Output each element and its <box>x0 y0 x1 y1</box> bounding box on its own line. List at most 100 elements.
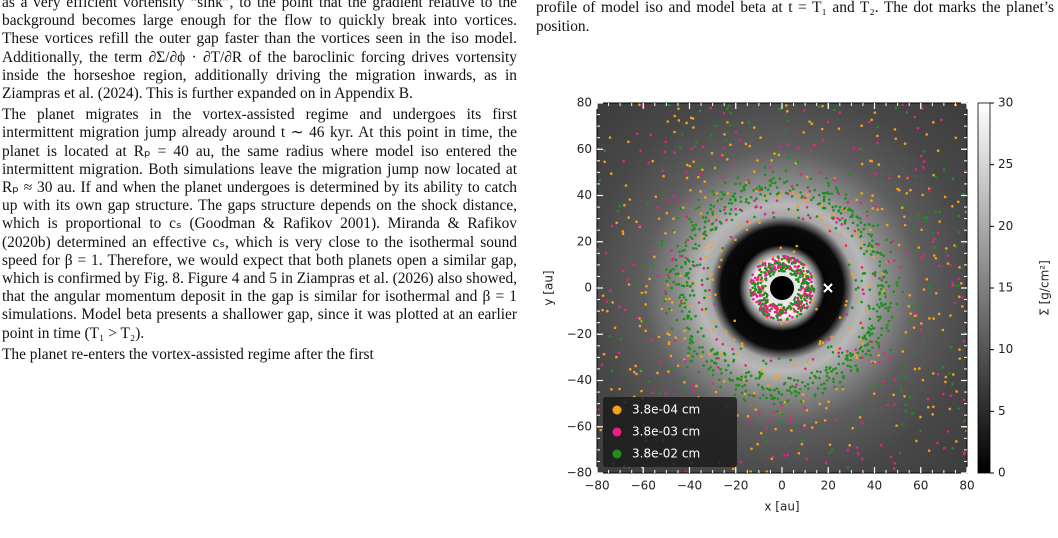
particle <box>752 297 755 301</box>
particle <box>549 162 552 165</box>
particle <box>771 302 775 306</box>
y-tick-label: −60 <box>567 419 592 433</box>
particle <box>760 299 763 302</box>
particle <box>702 334 705 338</box>
particle <box>915 524 918 527</box>
particle <box>858 416 862 419</box>
particle <box>777 191 780 195</box>
particle <box>867 326 871 330</box>
particle <box>876 208 879 211</box>
particle <box>804 199 808 203</box>
particle <box>806 382 810 386</box>
particle <box>700 327 703 330</box>
particle <box>951 205 954 208</box>
particle <box>533 274 536 277</box>
particle <box>769 393 772 397</box>
particle <box>577 366 580 369</box>
particle <box>832 178 836 182</box>
particle <box>582 453 585 456</box>
particle <box>783 454 786 457</box>
particle <box>604 251 608 255</box>
particle <box>800 307 803 311</box>
particle <box>720 510 723 513</box>
particle <box>808 72 811 75</box>
x-tick-label: −60 <box>631 479 656 493</box>
particle <box>836 347 839 351</box>
particle <box>870 118 873 122</box>
particle <box>701 168 704 171</box>
particle <box>738 208 742 211</box>
particle <box>679 254 682 258</box>
particle <box>861 326 864 330</box>
particle <box>777 391 781 395</box>
particle <box>734 388 738 391</box>
particle <box>786 62 789 65</box>
particle <box>869 235 873 238</box>
particle <box>615 355 618 359</box>
particle <box>569 157 572 160</box>
particle <box>705 360 709 363</box>
particle <box>953 301 957 305</box>
particle <box>689 188 692 192</box>
particle <box>922 150 926 153</box>
particle <box>869 253 873 256</box>
particle <box>846 448 850 452</box>
particle <box>937 312 941 316</box>
x-tick-label: 80 <box>959 479 974 493</box>
particle <box>908 395 912 399</box>
particle <box>946 254 950 257</box>
particle <box>728 124 732 127</box>
particle <box>613 326 617 330</box>
particle <box>719 385 722 389</box>
particle <box>764 173 767 177</box>
particle <box>799 268 802 272</box>
particle <box>834 186 838 189</box>
particle <box>775 304 779 308</box>
particle <box>871 272 875 276</box>
particle <box>778 177 782 181</box>
y-tick-label: 20 <box>577 234 592 248</box>
particle <box>926 405 930 409</box>
particle <box>717 265 721 269</box>
particle <box>855 234 858 238</box>
particle <box>683 376 686 379</box>
particle <box>849 215 852 219</box>
particle <box>746 179 750 182</box>
particle <box>1004 234 1007 237</box>
particle <box>893 128 897 131</box>
particle <box>813 497 816 500</box>
colorbar-tick-label: 0 <box>998 466 1006 480</box>
particle <box>788 189 792 192</box>
particle <box>754 287 757 291</box>
colorbar <box>977 102 991 474</box>
particle <box>779 310 782 314</box>
particle <box>970 445 973 448</box>
particle <box>894 137 898 141</box>
particle <box>691 282 695 285</box>
particle <box>770 457 774 461</box>
particle <box>734 131 738 134</box>
particle <box>871 361 875 365</box>
particle <box>1019 372 1022 375</box>
particle <box>723 205 727 209</box>
particle <box>821 138 825 142</box>
particle <box>880 278 883 282</box>
particle <box>775 530 778 533</box>
particle <box>788 415 792 419</box>
particle <box>963 419 967 423</box>
particle <box>884 295 888 299</box>
particle <box>689 116 693 120</box>
particle <box>702 266 706 270</box>
particle <box>748 181 751 185</box>
particle <box>808 120 811 123</box>
particle <box>819 370 822 374</box>
particle <box>825 406 828 410</box>
particle <box>813 394 817 398</box>
particle <box>954 136 958 140</box>
particle <box>674 336 677 339</box>
particle <box>610 387 613 391</box>
particle <box>888 356 891 360</box>
particle <box>759 98 762 101</box>
particle <box>860 409 863 413</box>
particle <box>697 509 700 512</box>
